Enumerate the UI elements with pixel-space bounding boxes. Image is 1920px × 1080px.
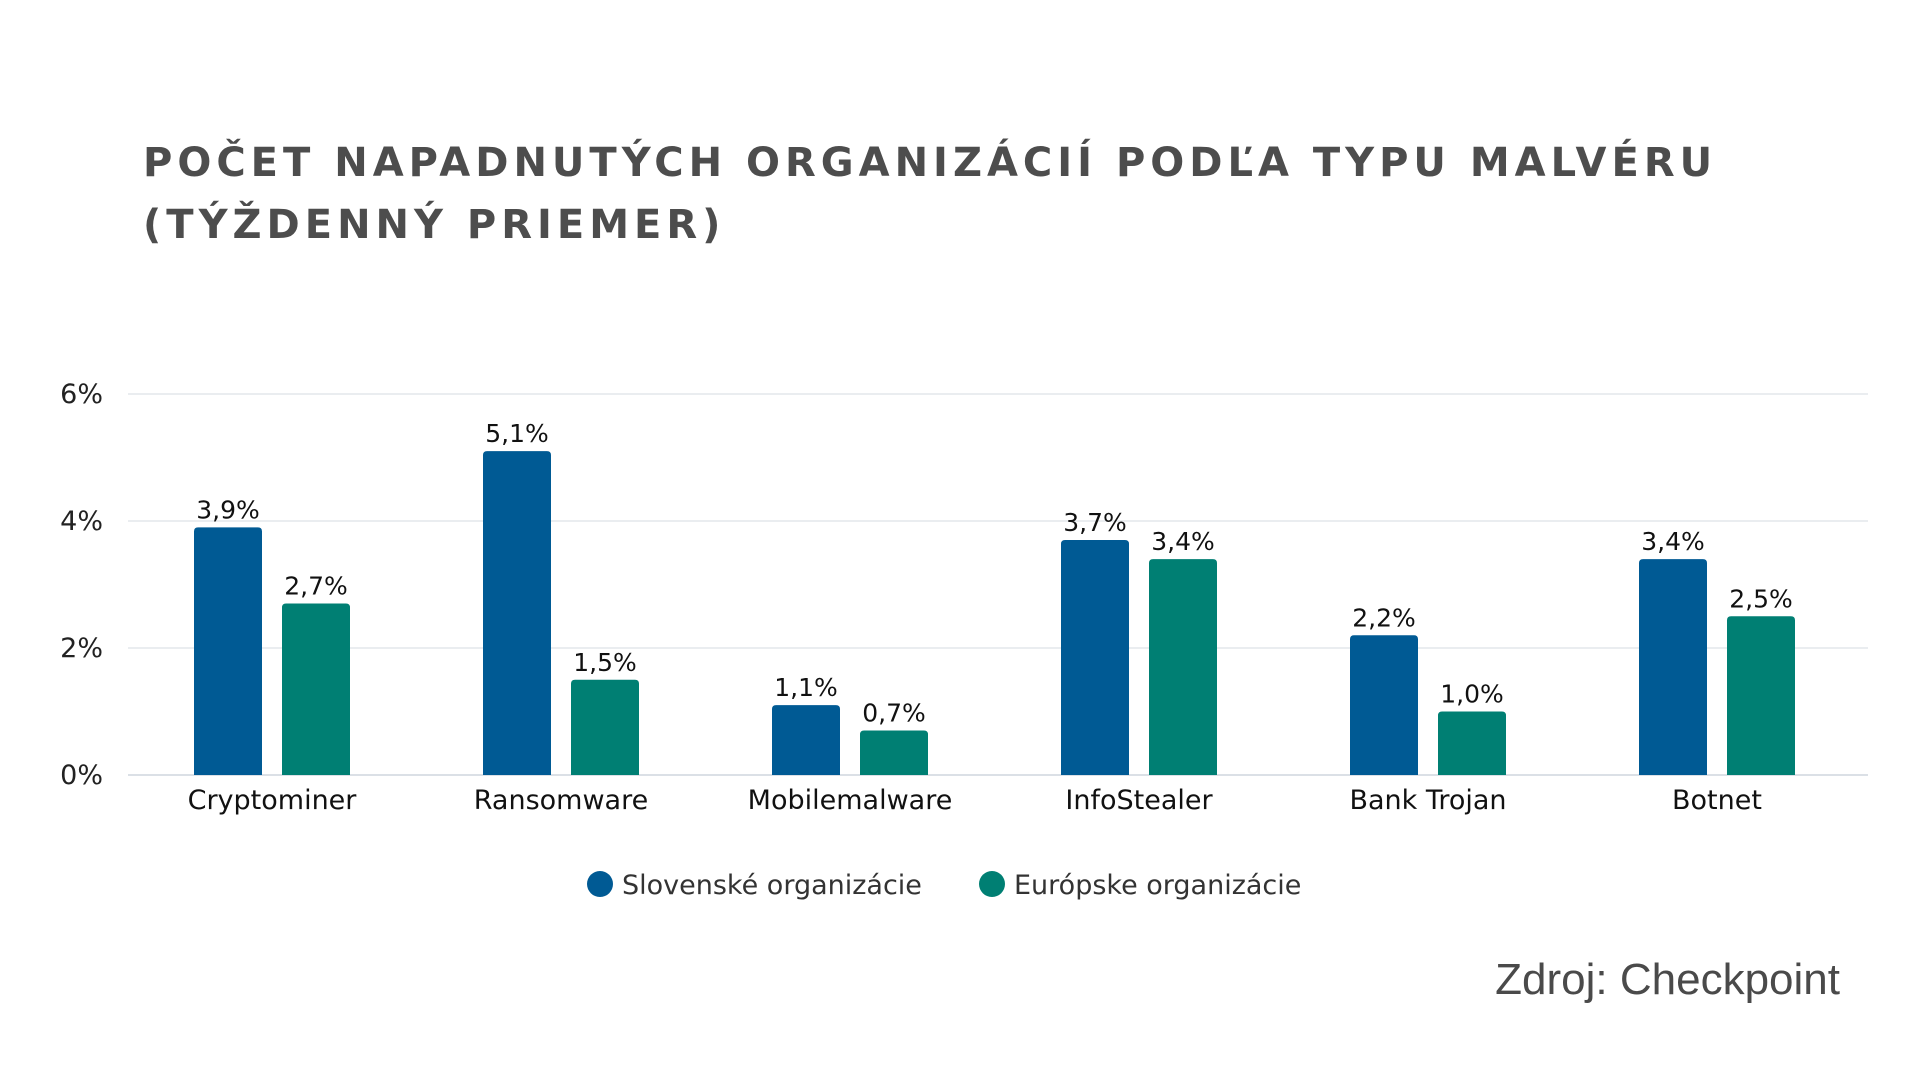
data-label: 0,7%: [862, 699, 926, 728]
data-label: 1,1%: [774, 673, 838, 702]
bar-bank-trojan-series-2: [1438, 711, 1506, 775]
data-label: 2,7%: [284, 572, 348, 601]
category-label: Botnet: [1672, 785, 1762, 816]
source-note: Zdroj: Checkpoint: [1495, 955, 1840, 1004]
bar-infostealer-series-2: [1149, 559, 1217, 775]
chart-title-line-2: (TÝŽDENNÝ PRIEMER): [143, 202, 726, 248]
x-axis-categories: Cryptominer Ransomware Mobilemalware InfoSt…: [188, 785, 1762, 816]
y-tick-label: 0%: [60, 760, 103, 791]
data-label: 3,4%: [1641, 527, 1705, 556]
data-label: 2,2%: [1352, 603, 1416, 632]
chart-title: POČET NAPADNUTÝCH ORGANIZÁCIÍ PODĽA TYPU…: [143, 132, 1843, 256]
y-tick-label: 6%: [60, 379, 103, 410]
legend-swatch-series-2: [979, 871, 1005, 897]
data-label: 3,9%: [196, 495, 260, 524]
data-label: 5,1%: [485, 419, 549, 448]
y-axis-ticks: 0% 2% 4% 6%: [60, 379, 103, 791]
legend-label-series-1: Slovenské organizácie: [622, 870, 922, 901]
grid-lines: [128, 393, 1868, 776]
bar-cryptominer-series-2: [282, 603, 350, 775]
legend: Slovenské organizácie Európske organizáci…: [587, 870, 1301, 901]
bar-ransomware-series-1: [483, 451, 551, 775]
bar-ransomware-series-2: [571, 679, 639, 775]
chart-title-line-1: POČET NAPADNUTÝCH ORGANIZÁCIÍ PODĽA TYPU…: [143, 140, 1718, 186]
legend-label-series-2: Európske organizácie: [1014, 870, 1301, 901]
bar-mobilemalware-series-2: [860, 730, 928, 775]
category-label: Cryptominer: [188, 785, 358, 816]
data-labels: 3,9% 2,7% 5,1% 1,5% 1,1% 0,7% 3,7% 3,4% 2,2% 1,0%…: [196, 419, 1793, 727]
bar-botnet-series-2: [1727, 616, 1795, 775]
data-label: 2,5%: [1729, 584, 1793, 613]
y-tick-label: 2%: [60, 633, 103, 664]
y-tick-label: 4%: [60, 506, 103, 537]
legend-swatch-series-1: [587, 871, 613, 897]
bar-infostealer-series-1: [1061, 540, 1129, 775]
bars: [194, 451, 1795, 775]
data-label: 3,4%: [1151, 527, 1215, 556]
category-label: Ransomware: [474, 785, 648, 816]
category-label: Mobilemalware: [748, 785, 953, 816]
category-label: InfoStealer: [1065, 785, 1213, 816]
bar-cryptominer-series-1: [194, 527, 262, 775]
bar-bank-trojan-series-1: [1350, 635, 1418, 775]
data-label: 1,0%: [1440, 680, 1504, 709]
data-label: 1,5%: [573, 648, 637, 677]
bar-botnet-series-1: [1639, 559, 1707, 775]
category-label: Bank Trojan: [1349, 785, 1506, 816]
bar-mobilemalware-series-1: [772, 705, 840, 775]
data-label: 3,7%: [1063, 508, 1127, 537]
